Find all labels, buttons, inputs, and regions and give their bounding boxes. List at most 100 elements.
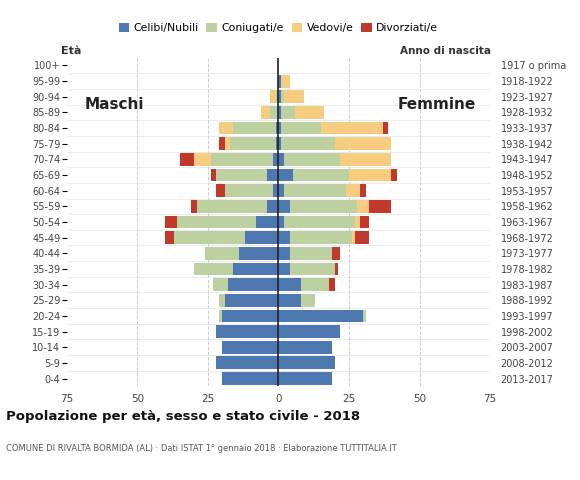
Bar [284,153,340,166]
Bar [278,184,284,197]
Bar [278,216,284,228]
Bar [278,372,332,385]
Bar [225,184,273,197]
Bar [276,90,278,103]
Bar [177,216,256,228]
Text: Anno di nascita: Anno di nascita [400,46,491,56]
Bar [278,153,284,166]
Bar [239,247,278,260]
Bar [273,184,278,197]
Bar [267,200,278,213]
Bar [346,184,360,197]
Bar [281,137,335,150]
Bar [233,121,276,134]
Bar [281,90,284,103]
Bar [180,153,194,166]
Bar [289,200,357,213]
Bar [289,247,332,260]
Bar [360,216,369,228]
Bar [230,137,276,150]
Bar [197,200,267,213]
Text: Maschi: Maschi [85,97,144,112]
Bar [219,294,225,307]
Bar [276,121,278,134]
Bar [213,278,227,291]
Bar [278,247,289,260]
Bar [227,278,278,291]
Bar [222,310,278,323]
Bar [278,278,301,291]
Bar [256,216,278,228]
Bar [363,310,366,323]
Bar [267,168,278,181]
Bar [222,372,278,385]
Bar [278,294,301,307]
Bar [225,294,278,307]
Bar [352,231,354,244]
Bar [278,75,281,87]
Bar [354,216,360,228]
Bar [354,231,369,244]
Bar [233,263,278,276]
Bar [276,137,278,150]
Bar [289,263,335,276]
Bar [357,200,369,213]
Bar [281,121,321,134]
Legend: Celibi/Nubili, Coniugati/e, Vedovi/e, Divorziati/e: Celibi/Nubili, Coniugati/e, Vedovi/e, Di… [114,19,443,37]
Bar [335,137,392,150]
Bar [273,153,278,166]
Bar [301,294,315,307]
Bar [174,231,245,244]
Bar [392,168,397,181]
Bar [191,200,197,213]
Bar [165,216,177,228]
Text: Popolazione per età, sesso e stato civile - 2018: Popolazione per età, sesso e stato civil… [6,410,360,423]
Bar [289,231,352,244]
Bar [216,325,278,338]
Bar [278,106,281,119]
Bar [216,357,278,369]
Bar [216,168,267,181]
Bar [278,137,281,150]
Bar [216,184,225,197]
Bar [262,106,270,119]
Bar [219,121,233,134]
Bar [194,153,211,166]
Bar [278,325,340,338]
Bar [335,263,338,276]
Bar [278,121,281,134]
Bar [284,90,304,103]
Bar [278,200,289,213]
Bar [165,231,174,244]
Bar [360,184,366,197]
Bar [281,106,295,119]
Bar [225,137,230,150]
Bar [270,106,278,119]
Bar [278,168,292,181]
Bar [321,121,383,134]
Bar [332,247,340,260]
Bar [211,153,273,166]
Bar [205,247,239,260]
Bar [219,137,225,150]
Bar [295,106,324,119]
Bar [278,263,289,276]
Bar [278,90,281,103]
Bar [369,200,392,213]
Bar [278,341,332,354]
Bar [383,121,389,134]
Text: Femmine: Femmine [397,97,476,112]
Bar [329,278,335,291]
Bar [278,357,335,369]
Bar [340,153,392,166]
Bar [301,278,329,291]
Bar [219,310,222,323]
Bar [211,168,216,181]
Bar [245,231,278,244]
Bar [270,90,275,103]
Bar [278,310,363,323]
Bar [194,263,233,276]
Bar [284,216,354,228]
Bar [284,184,346,197]
Bar [292,168,349,181]
